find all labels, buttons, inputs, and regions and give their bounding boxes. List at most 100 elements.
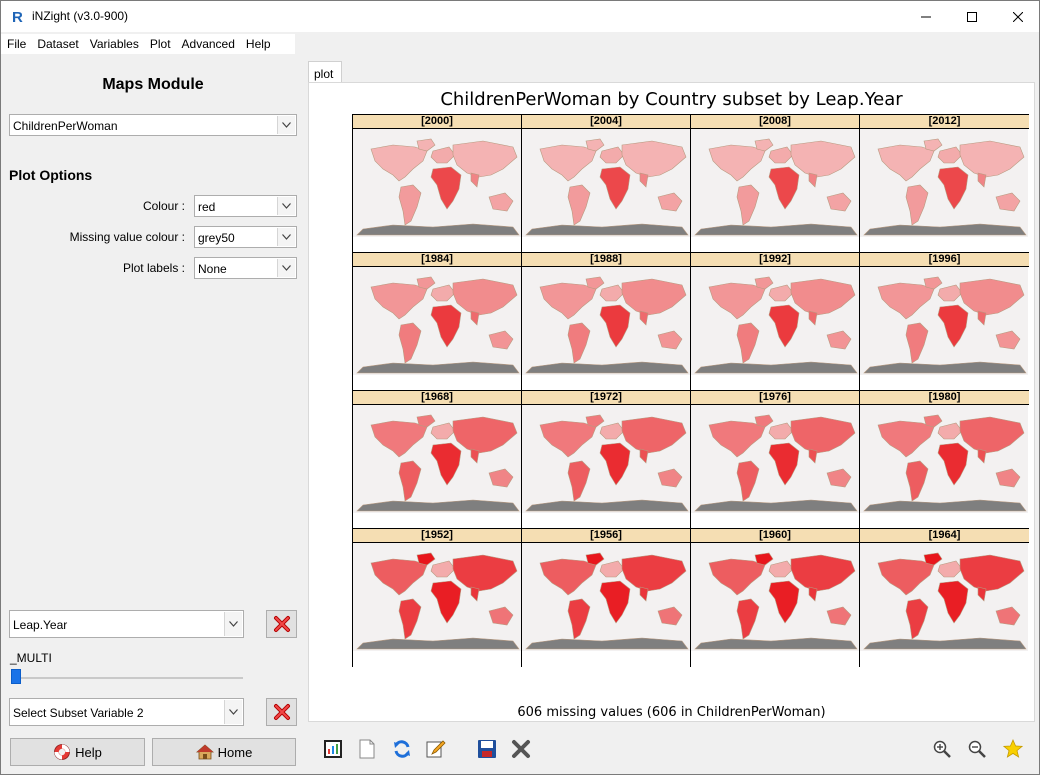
zoom-out-button[interactable]	[966, 738, 988, 760]
facet-panel: [1976]	[691, 391, 860, 529]
chevron-down-icon	[224, 612, 242, 636]
maximize-icon	[967, 11, 977, 22]
missing-colour-select[interactable]: grey50	[194, 226, 297, 248]
toolbar-chart-button[interactable]	[322, 738, 344, 760]
close-icon	[1013, 11, 1023, 22]
facet-strip-label: [2000]	[353, 115, 521, 129]
plot-options-title: Plot Options	[9, 167, 93, 183]
colour-select[interactable]: red	[194, 195, 297, 217]
facet-panel: [2012]	[860, 115, 1029, 253]
plot-labels-select[interactable]: None	[194, 257, 297, 279]
toolbar-edit-button[interactable]	[425, 738, 447, 760]
minimize-icon	[921, 16, 931, 17]
subset-variable-2-select[interactable]: Select Subset Variable 2	[9, 698, 244, 726]
help-button[interactable]: Help	[10, 738, 145, 766]
missing-values-note: 606 missing values (606 in ChildrenPerWo…	[517, 705, 826, 720]
new-document-icon	[359, 739, 375, 759]
facet-strip-label: [1976]	[691, 391, 859, 405]
facet-strip-label: [1980]	[860, 391, 1029, 405]
variable-select-value: ChildrenPerWoman	[13, 119, 118, 133]
home-button-label: Home	[217, 744, 253, 760]
home-button[interactable]: Home	[152, 738, 296, 766]
menu-dataset[interactable]: Dataset	[37, 37, 79, 51]
world-map	[860, 267, 1028, 375]
facet-panel: [1968]	[353, 391, 522, 529]
menu-plot[interactable]: Plot	[149, 37, 171, 51]
toolbar-new-button[interactable]	[356, 738, 378, 760]
facet-strip-label: [1956]	[522, 529, 690, 543]
world-map	[522, 129, 690, 237]
world-map	[691, 543, 859, 651]
facet-strip-label: [1952]	[353, 529, 521, 543]
module-title: Maps Module	[102, 76, 204, 93]
menu-help[interactable]: Help	[245, 37, 271, 51]
refresh-icon	[394, 740, 410, 758]
star-button[interactable]	[1002, 738, 1024, 760]
zoom-out-icon	[968, 740, 986, 758]
variable-select[interactable]: ChildrenPerWoman	[9, 114, 297, 136]
toolbar-refresh-button[interactable]	[391, 738, 413, 760]
facet-strip-label: [1996]	[860, 253, 1029, 267]
clear-subset-2-button[interactable]	[266, 698, 297, 726]
edit-pencil-icon	[426, 740, 446, 758]
toolbar-save-button[interactable]	[476, 738, 498, 760]
facet-strip-label: [2004]	[522, 115, 690, 129]
facet-strip-label: [1972]	[522, 391, 690, 405]
clear-subset-1-button[interactable]	[266, 610, 297, 638]
facet-panel: [1988]	[522, 253, 691, 391]
facet-strip-label: [1968]	[353, 391, 521, 405]
facet-strip-label: [1988]	[522, 253, 690, 267]
facet-strip-label: [2008]	[691, 115, 859, 129]
facet-panel: [1980]	[860, 391, 1029, 529]
world-map	[522, 267, 690, 375]
facet-panel: [2004]	[522, 115, 691, 253]
help-button-label: Help	[75, 744, 102, 760]
world-map	[353, 543, 521, 651]
home-icon	[195, 744, 214, 760]
maximize-button[interactable]	[949, 1, 995, 32]
colour-label: Colour :	[142, 199, 185, 213]
menu-bar: File Dataset Variables Plot Advanced Hel…	[1, 34, 295, 54]
facet-panel: [1996]	[860, 253, 1029, 391]
subset-variable-1-select[interactable]: Leap.Year	[9, 610, 244, 638]
zoom-in-button[interactable]	[931, 738, 953, 760]
facet-strip-label: [2012]	[860, 115, 1029, 129]
menu-file[interactable]: File	[7, 37, 27, 51]
subset-slider-track[interactable]	[12, 677, 243, 679]
facet-panel: [1960]	[691, 529, 860, 667]
zoom-in-icon	[933, 740, 951, 758]
facet-panel: [1952]	[353, 529, 522, 667]
plot-title: ChildrenPerWoman by Country subset by Le…	[440, 89, 903, 110]
menu-advanced[interactable]: Advanced	[181, 37, 235, 51]
world-map	[522, 405, 690, 513]
plot-labels-label: Plot labels :	[122, 261, 185, 275]
facet-grid: [2000] [2004] [2008] [2012] [1984] [1988] [199…	[352, 114, 1029, 667]
missing-colour-value: grey50	[198, 231, 235, 245]
menu-variables[interactable]: Variables	[89, 37, 139, 51]
facet-panel: [1972]	[522, 391, 691, 529]
facet-strip-label: [1992]	[691, 253, 859, 267]
world-map	[353, 129, 521, 237]
facet-panel: [1992]	[691, 253, 860, 391]
star-icon	[1003, 739, 1023, 758]
world-map	[860, 543, 1028, 651]
tab-plot[interactable]: plot	[308, 61, 342, 83]
r-logo-icon: R	[10, 8, 26, 24]
minimize-button[interactable]	[903, 1, 949, 32]
window-title: iNZight (v3.0-900)	[32, 9, 129, 23]
chevron-down-icon	[277, 228, 295, 246]
chart-icon	[324, 740, 342, 758]
title-bar: R iNZight (v3.0-900)	[1, 1, 1039, 32]
close-button[interactable]	[995, 1, 1040, 32]
chevron-down-icon	[277, 197, 295, 215]
world-map	[691, 129, 859, 237]
facet-strip-label: [1960]	[691, 529, 859, 543]
close-x-icon	[512, 740, 530, 758]
toolbar-close-button[interactable]	[510, 738, 532, 760]
facet-strip-label: [1984]	[353, 253, 521, 267]
subset-slider-thumb[interactable]	[11, 669, 21, 684]
world-map	[522, 543, 690, 651]
world-map	[691, 267, 859, 375]
svg-text:R: R	[12, 9, 23, 24]
